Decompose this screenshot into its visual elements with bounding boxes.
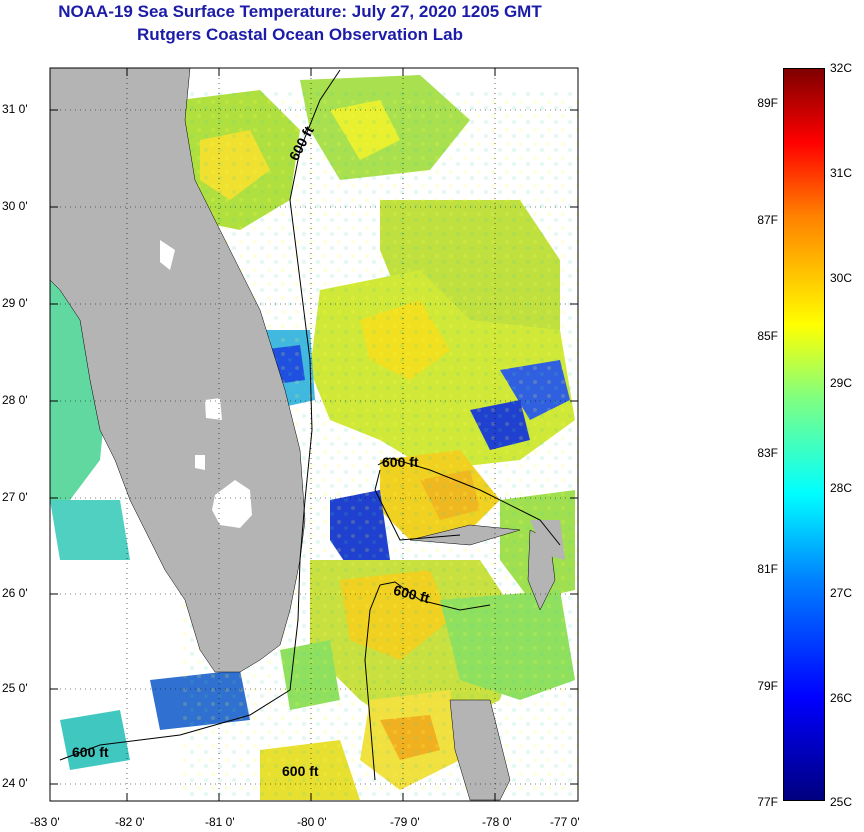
axis-ticks [50, 68, 578, 801]
lon-label: -78 0' [482, 815, 512, 829]
lat-label: 27 0' [2, 490, 28, 504]
colorbar-f-label: 81F [757, 562, 778, 576]
colorbar-f-label: 77F [757, 795, 778, 809]
colorbar-f-label: 79F [757, 679, 778, 693]
lat-label: 26 0' [2, 586, 28, 600]
map-title: NOAA-19 Sea Surface Temperature: July 27… [58, 2, 542, 21]
depth-contours [59, 69, 561, 781]
contour-label: 600 ft [72, 744, 109, 760]
colorbar-f-label: 89F [757, 96, 778, 110]
temperature-colorbar [783, 68, 825, 801]
colorbar-c-label: 28C [830, 481, 853, 495]
bahamas-grand-bahama [409, 524, 521, 546]
colorbar-c-label: 30C [830, 271, 853, 285]
colorbar-f-label: 83F [757, 446, 778, 460]
contour-label: 600 ft [382, 454, 419, 470]
colorbar-f-label: 87F [757, 213, 778, 227]
colorbar-c-label: 26C [830, 691, 853, 705]
map-subtitle: Rutgers Coastal Ocean Observation Lab [137, 25, 463, 44]
lat-label: 29 0' [2, 296, 28, 310]
colorbar-f-label: 85F [757, 329, 778, 343]
lon-label: -81 0' [205, 815, 235, 829]
lon-label: -77 0' [550, 815, 580, 829]
colorbar-c-label: 27C [830, 586, 853, 600]
lat-label: 25 0' [2, 681, 28, 695]
colorbar-c-label: 25C [830, 795, 853, 809]
contour-label: 600 ft [282, 763, 319, 779]
lat-label: 31 0' [2, 102, 28, 116]
graticule [50, 68, 578, 801]
colorbar-c-label: 31C [830, 166, 853, 180]
lat-label: 30 0' [2, 199, 28, 213]
lon-label: -82 0' [115, 815, 145, 829]
lon-label: -79 0' [390, 815, 420, 829]
lake-okeechobee [212, 480, 252, 528]
lat-label: 24 0' [2, 776, 28, 790]
lat-label: 28 0' [2, 393, 28, 407]
colorbar-c-label: 29C [830, 376, 853, 390]
colorbar-c-label: 32C [830, 61, 853, 75]
lon-label: -80 0' [297, 815, 327, 829]
lon-label: -83 0' [30, 815, 60, 829]
bahamas-andros [449, 699, 511, 801]
